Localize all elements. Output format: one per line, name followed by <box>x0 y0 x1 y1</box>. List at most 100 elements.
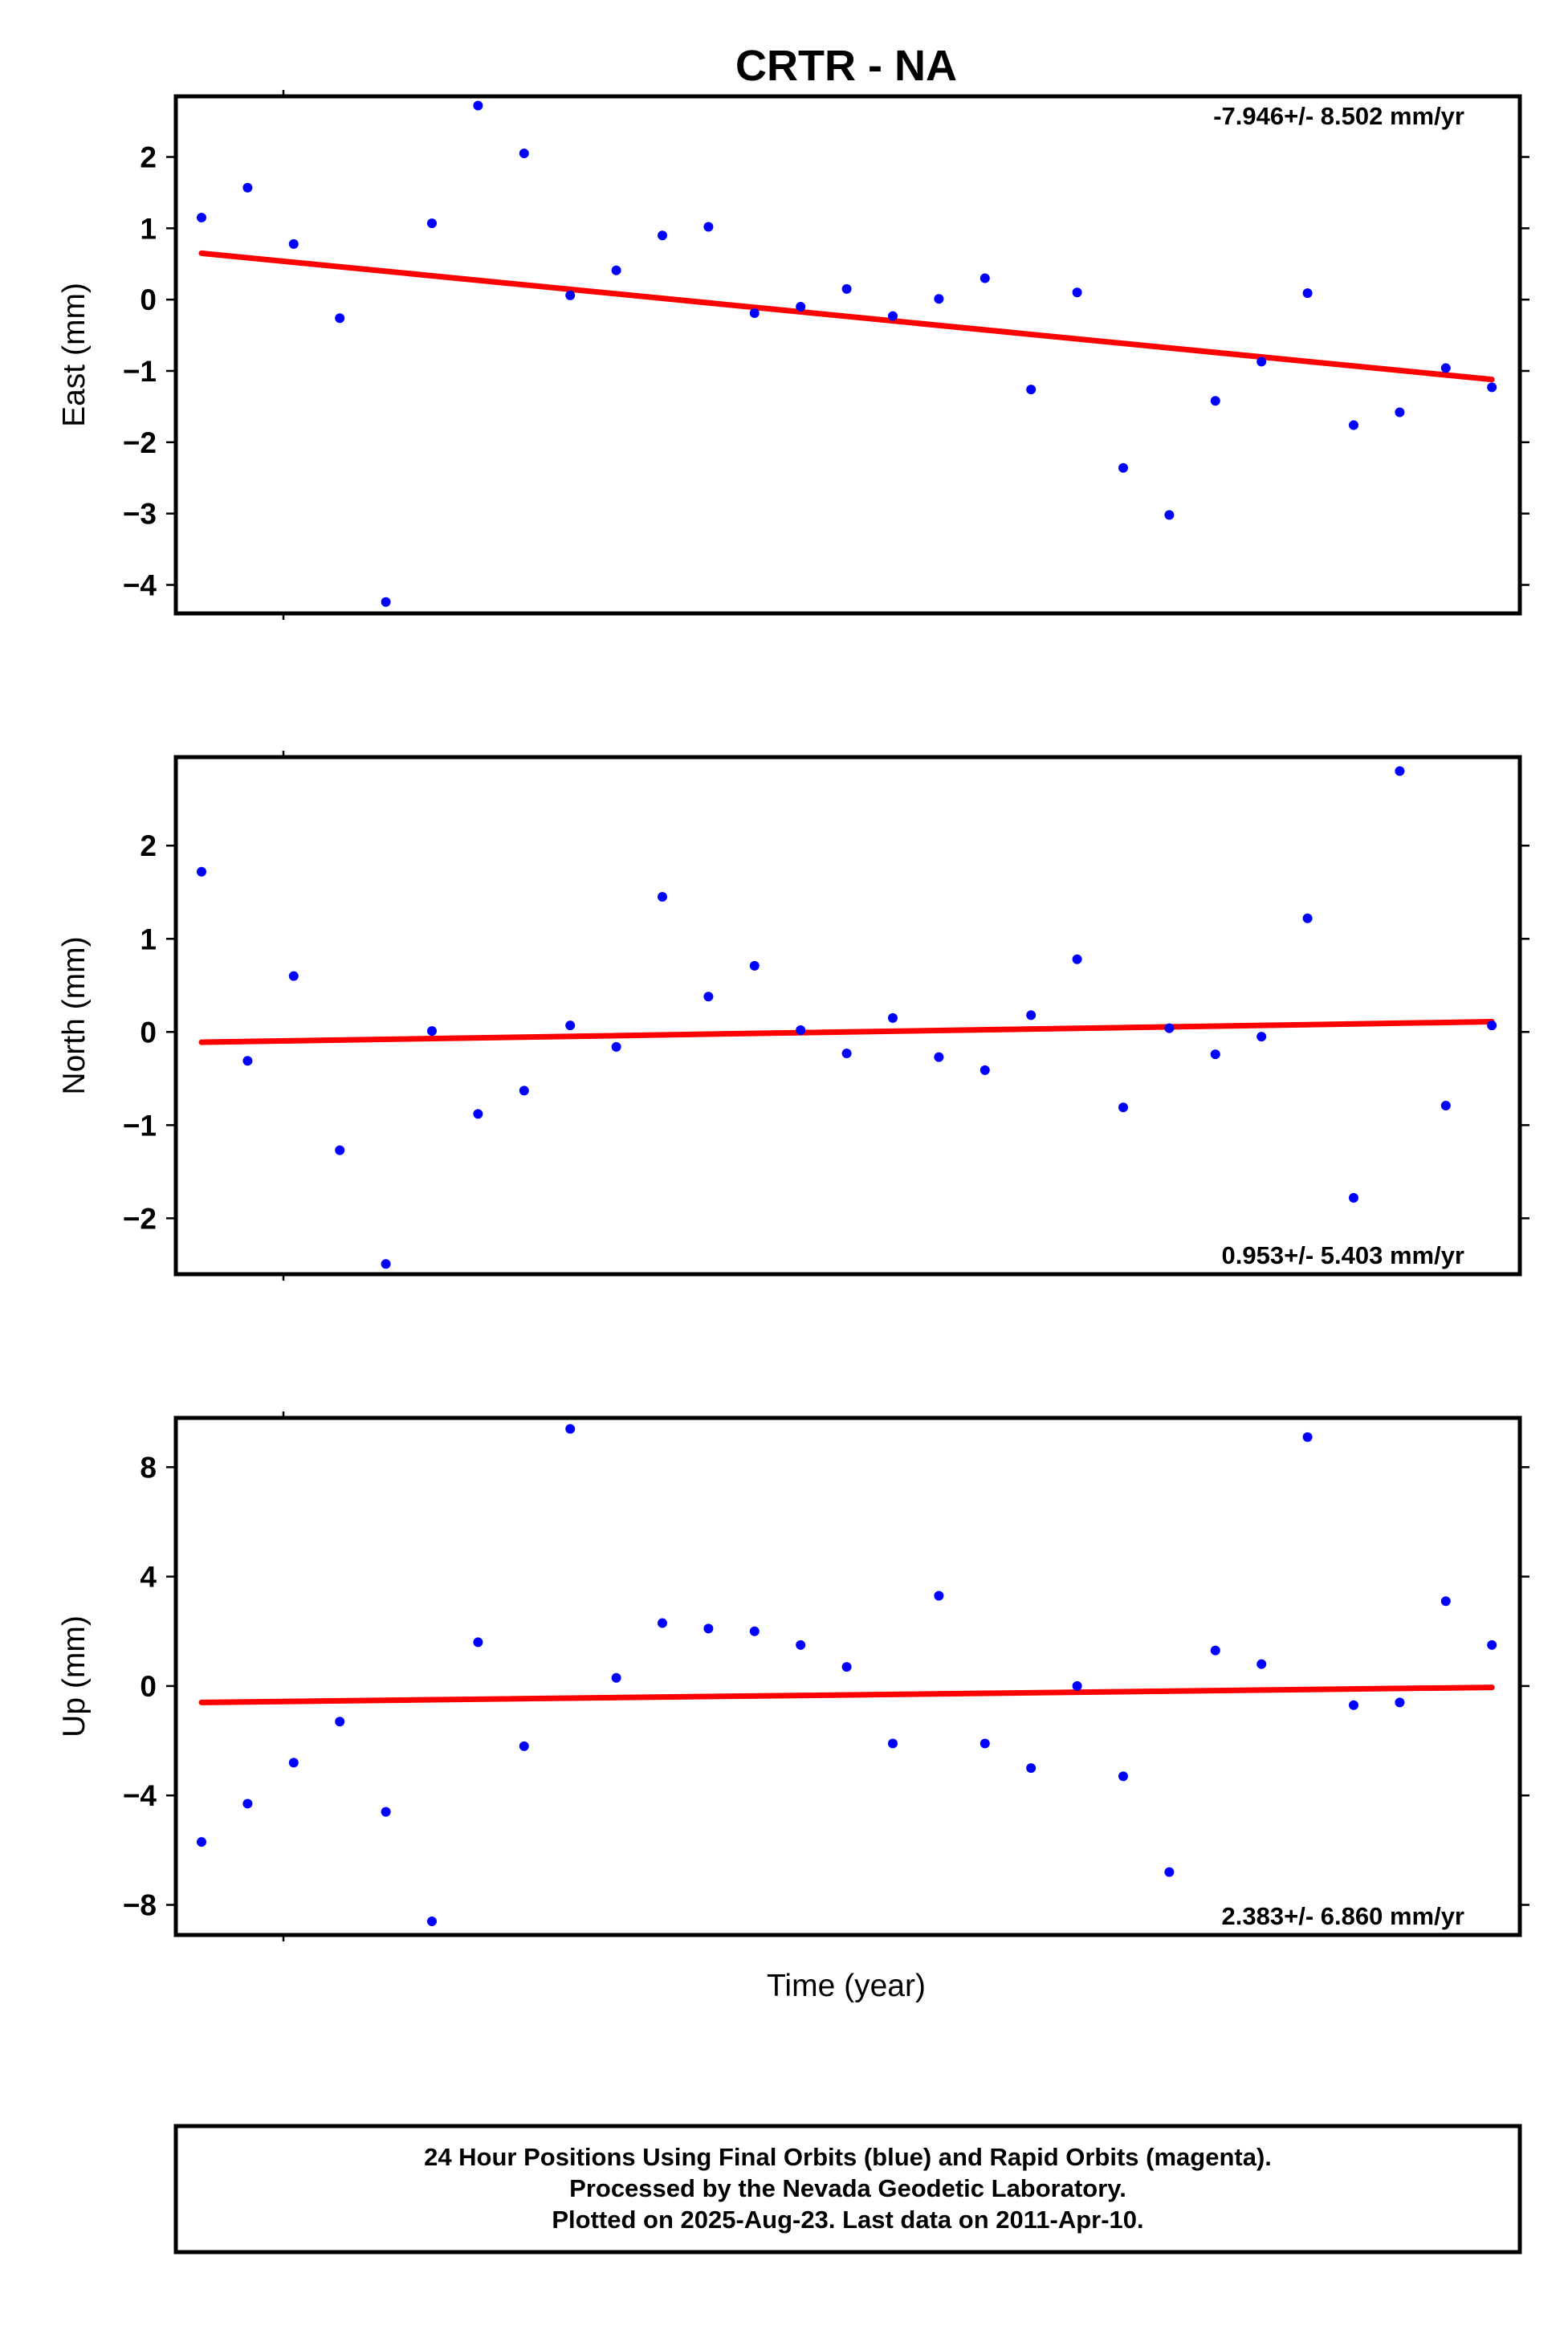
up-rate-label: 2.383+/- 6.860 mm/yr <box>1222 1902 1464 1930</box>
up-ytick-label: 0 <box>140 1670 157 1703</box>
north-data-point <box>1210 1049 1220 1060</box>
north-data-point <box>565 1020 576 1031</box>
east-data-point <box>1487 382 1497 393</box>
up-data-point <box>1349 1700 1358 1710</box>
north-data-point <box>335 1145 345 1155</box>
north-data-point <box>1256 1032 1267 1042</box>
north-data-point <box>1487 1020 1497 1031</box>
east-data-point <box>1302 288 1313 299</box>
east-data-point <box>427 218 437 229</box>
north-data-point <box>749 960 760 971</box>
east-y-axis-label: East (mm) <box>57 283 92 427</box>
east-data-point <box>1072 287 1082 298</box>
up-data-point <box>288 1758 299 1768</box>
north-data-point <box>658 892 667 902</box>
east-ytick-label: −3 <box>123 498 157 531</box>
up-data-point <box>658 1618 667 1628</box>
up-trend-line <box>198 1684 1495 1705</box>
up-panel: 8 4 0 −4 −8 Up (mm) 2.383+/- 6.860 mm/yr <box>57 1411 1529 1941</box>
east-data-point <box>703 222 714 232</box>
east-data-point <box>519 149 529 159</box>
east-data-point <box>1118 462 1128 473</box>
up-data-point <box>1256 1659 1267 1669</box>
up-data-point <box>979 1738 990 1749</box>
up-data-point <box>1302 1432 1313 1442</box>
north-ytick-label: 2 <box>140 829 157 862</box>
north-data-point <box>473 1109 483 1119</box>
north-ytick-label: −1 <box>123 1109 157 1142</box>
up-ytick-label: 4 <box>140 1561 157 1594</box>
north-trend-line <box>198 1019 1495 1045</box>
east-data-point <box>335 313 345 324</box>
up-data-point <box>565 1424 576 1434</box>
footer-line-2: Processed by the Nevada Geodetic Laborat… <box>569 2174 1126 2202</box>
up-data-point <box>841 1662 852 1672</box>
east-data-point <box>1210 396 1220 406</box>
east-data-point <box>1440 363 1451 373</box>
east-data-point <box>934 294 944 304</box>
east-data-point <box>888 311 898 321</box>
north-data-point <box>934 1052 944 1062</box>
up-data-point <box>1164 1867 1175 1877</box>
north-y-axis-label: North (mm) <box>57 936 92 1094</box>
east-ytick-label: −1 <box>123 355 157 388</box>
north-data-point <box>1349 1192 1358 1203</box>
east-data-point <box>473 100 483 111</box>
up-data-point <box>1210 1645 1220 1656</box>
east-data-point <box>611 265 621 275</box>
north-data-point <box>197 866 206 877</box>
north-ytick-label: 0 <box>140 1016 157 1049</box>
east-ytick-label: −2 <box>123 426 157 459</box>
up-data-point <box>1440 1596 1451 1607</box>
up-data-point <box>1026 1763 1037 1774</box>
north-rate-label: 0.953+/- 5.403 mm/yr <box>1222 1241 1464 1269</box>
up-data-point <box>473 1637 483 1648</box>
up-data-point <box>197 1837 206 1847</box>
north-data-point <box>1302 913 1313 923</box>
up-ytick-label: −8 <box>123 1889 157 1922</box>
up-data-point <box>611 1672 621 1683</box>
north-data-point <box>1164 1023 1175 1033</box>
up-data-point <box>1487 1640 1497 1650</box>
east-ytick-label: 0 <box>140 283 157 316</box>
north-data-point <box>703 992 714 1002</box>
north-data-point <box>288 971 299 981</box>
north-panel: 2 1 0 −1 −2 North (mm) 0.953+/- 5.403 mm/yr <box>57 751 1529 1281</box>
east-data-point <box>381 597 391 607</box>
up-ytick-label: 8 <box>140 1451 157 1484</box>
north-data-point <box>427 1026 437 1037</box>
north-data-point <box>1118 1102 1128 1113</box>
north-data-point <box>796 1024 806 1035</box>
east-ytick-label: 2 <box>140 141 157 174</box>
north-data-point <box>1395 766 1405 776</box>
footer-line-1: 24 Hour Positions Using Final Orbits (bl… <box>424 2143 1272 2171</box>
up-data-point <box>703 1623 714 1634</box>
east-data-point <box>1395 407 1405 418</box>
east-data-point <box>1256 356 1267 367</box>
up-data-point <box>796 1640 806 1650</box>
east-plot-frame <box>173 94 1522 616</box>
north-plot-frame <box>173 755 1522 1277</box>
east-data-point <box>796 302 806 312</box>
north-data-point <box>1072 954 1082 964</box>
up-y-axis-label: Up (mm) <box>57 1615 92 1737</box>
east-data-point <box>658 230 667 241</box>
east-data-point <box>979 273 990 283</box>
up-data-point <box>519 1741 529 1751</box>
north-data-point <box>979 1065 990 1075</box>
up-data-point <box>749 1626 760 1636</box>
up-plot-frame <box>173 1416 1522 1937</box>
footer-box <box>173 2124 1522 2255</box>
north-ytick-label: 1 <box>140 923 157 955</box>
east-data-point <box>1026 385 1037 395</box>
up-ytick-label: −4 <box>123 1779 157 1812</box>
up-data-point <box>381 1807 391 1817</box>
east-data-point <box>242 182 253 193</box>
up-data-point <box>1118 1771 1128 1782</box>
north-data-point <box>1026 1010 1037 1020</box>
north-data-point <box>242 1056 253 1066</box>
north-ytick-label: −2 <box>123 1202 157 1235</box>
footer-line-3: Plotted on 2025-Aug-23. Last data on 201… <box>552 2206 1143 2234</box>
up-data-point <box>335 1717 345 1727</box>
up-data-point <box>888 1738 898 1749</box>
